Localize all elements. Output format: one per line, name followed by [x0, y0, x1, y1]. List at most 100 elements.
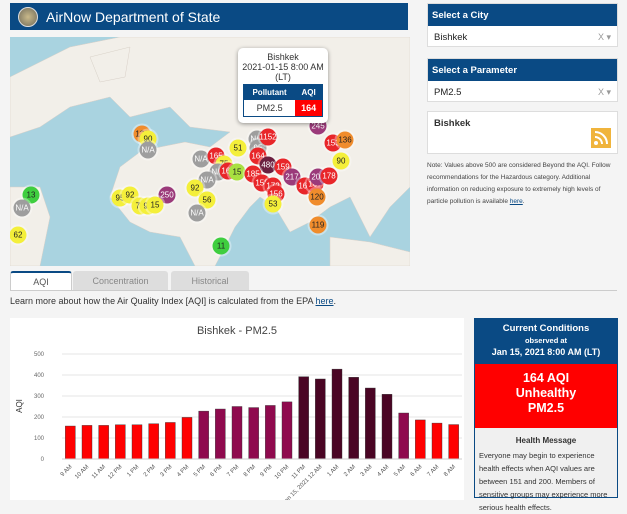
tab-concentration[interactable]: Concentration [73, 271, 168, 290]
bar[interactable] [381, 394, 393, 460]
aqi-marker[interactable]: 15 [228, 163, 246, 181]
bar[interactable] [231, 406, 243, 460]
conditions-title: Current Conditions [502, 323, 590, 334]
bar[interactable] [281, 401, 293, 460]
world-map[interactable]: 12690N/A51N/A95115224515313690N/A16575N/… [10, 37, 410, 266]
bar[interactable] [165, 422, 176, 460]
aqi-marker[interactable]: N/A [188, 204, 206, 222]
bar[interactable] [215, 408, 226, 460]
bar[interactable] [398, 412, 409, 460]
aqi-marker[interactable]: 53 [264, 195, 282, 213]
bar[interactable] [448, 424, 459, 460]
parameter-select-title: Select a Parameter [428, 59, 617, 81]
aqi-marker[interactable]: 178 [320, 167, 338, 185]
aqi-marker[interactable]: 11 [212, 237, 230, 255]
aqi-marker[interactable]: 480 [259, 156, 277, 174]
y-tick-label: 200 [34, 415, 45, 421]
bar[interactable] [431, 422, 443, 460]
x-tick-label: 4 AM [376, 464, 390, 478]
health-message-text: Everyone may begin to experience health … [479, 451, 608, 512]
clear-city-icon[interactable]: X [597, 32, 604, 42]
city-popup: Bishkek 2021-01-15 8:00 AM (LT) Pollutan… [238, 48, 328, 123]
aqi-marker[interactable]: 119 [309, 216, 327, 234]
bar[interactable] [148, 423, 159, 460]
x-tick-label: 10 AM [74, 464, 90, 480]
bar[interactable] [198, 410, 209, 460]
popup-pollutant: PM2.5 [256, 103, 283, 113]
x-tick-label: 6 PM [210, 464, 224, 478]
bar[interactable] [348, 377, 359, 460]
aqi-marker[interactable]: 92 [186, 179, 204, 197]
city-select[interactable]: Bishkek X ▾ [428, 26, 617, 49]
city-value: Bishkek [434, 32, 468, 43]
x-tick-label: 12 PM [107, 464, 124, 481]
chevron-down-icon[interactable]: ▾ [606, 87, 611, 97]
bar[interactable] [315, 378, 326, 460]
aqi-marker[interactable]: 1152 [259, 128, 277, 146]
aqi-marker[interactable]: 250 [158, 186, 176, 204]
clear-parameter-icon[interactable]: X [597, 87, 604, 97]
aqi-marker[interactable]: N/A [139, 141, 157, 159]
app-title: AirNow Department of State [46, 8, 221, 25]
aqi-marker[interactable]: 136 [336, 131, 354, 149]
tab-divider [10, 290, 617, 291]
rss-icon[interactable] [591, 128, 611, 148]
bar[interactable] [331, 368, 343, 460]
rss-panel: Bishkek [427, 111, 618, 154]
bar[interactable] [81, 425, 93, 460]
note-link[interactable]: here [509, 198, 523, 205]
city-select-title: Select a City [428, 4, 617, 26]
popup-col-pollutant: Pollutant [243, 84, 296, 100]
aqi-marker[interactable]: 62 [10, 226, 27, 244]
bar[interactable] [131, 424, 143, 460]
bar[interactable] [415, 419, 426, 460]
aqi-marker[interactable]: 217 [283, 168, 301, 186]
conditions-observed: observed at [524, 336, 568, 345]
x-tick-label: 3 AM [360, 464, 374, 478]
parameter-value: PM2.5 [434, 87, 462, 98]
chevron-down-icon[interactable]: ▾ [606, 32, 611, 42]
conditions-pollutant: PM2.5 [527, 401, 565, 415]
y-tick-label: 0 [41, 457, 45, 463]
x-tick-label: 11 AM [91, 464, 107, 480]
x-tick-label: 9 AM [60, 464, 74, 478]
popup-col-aqi: AQI [295, 84, 323, 100]
conditions-aqi: 164 AQI [522, 371, 570, 385]
aqi-marker[interactable]: N/A [13, 199, 31, 217]
rss-city: Bishkek [434, 118, 471, 129]
city-select-panel: Select a City Bishkek X ▾ [427, 3, 618, 47]
epa-link[interactable]: here [315, 296, 334, 306]
tab-historical[interactable]: Historical [171, 271, 249, 290]
aqi-marker[interactable]: 13 [22, 186, 40, 204]
chart-panel: Bishkek - PM2.5 AQI 0 100 200 300 400 500 9 AM 10… [10, 318, 464, 506]
aqi-marker[interactable]: 120 [308, 188, 326, 206]
x-tick-label: 3 PM [160, 464, 174, 478]
chart-title: Bishkek - PM2.5 [197, 325, 277, 337]
x-tick-label: 1 PM [126, 464, 140, 478]
x-tick-label: 8 PM [243, 464, 257, 478]
aqi-marker[interactable]: 56 [198, 191, 216, 209]
bar[interactable] [365, 387, 376, 460]
conditions-datetime: Jan 15, 2021 8:00 AM (LT) [491, 347, 601, 357]
learn-more-text: Learn more about how the Air Quality Ind… [10, 296, 336, 306]
x-tick-label: 8 AM [443, 464, 457, 478]
x-tick-label: 5 PM [193, 464, 207, 478]
learn-end: . [333, 296, 337, 306]
x-tick-label: 4 PM [176, 464, 190, 478]
bar[interactable] [65, 425, 76, 460]
aqi-marker[interactable]: 15 [146, 196, 164, 214]
bar[interactable] [248, 407, 259, 460]
aqi-marker[interactable]: 51 [229, 139, 247, 157]
aqi-marker[interactable]: N/A [192, 150, 210, 168]
aqi-marker[interactable]: 90 [332, 152, 350, 170]
parameter-select[interactable]: PM2.5 X ▾ [428, 81, 617, 104]
bar[interactable] [298, 376, 309, 460]
x-tick-label: 7 AM [426, 464, 440, 478]
learn-text: Learn more about how the Air Quality Ind… [10, 296, 316, 306]
bar[interactable] [98, 425, 109, 460]
bar[interactable] [265, 405, 276, 460]
bar[interactable] [181, 417, 193, 460]
tab-aqi[interactable]: AQI [10, 271, 72, 291]
bar[interactable] [115, 424, 126, 460]
